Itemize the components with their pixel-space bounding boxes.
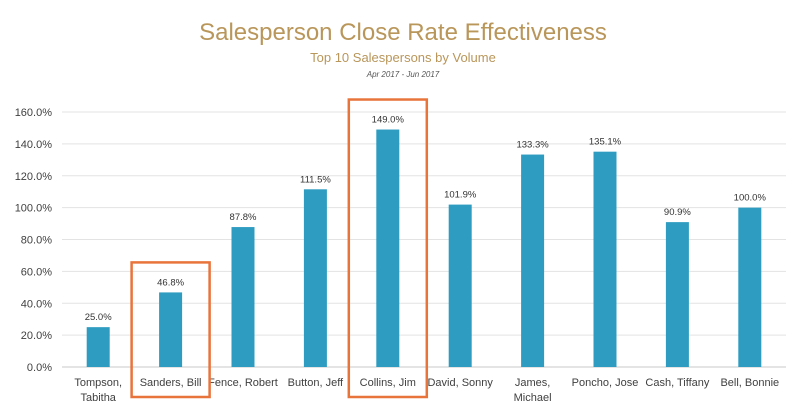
- bar: [376, 129, 400, 367]
- x-tick-label: Cash, Tiffany: [645, 377, 709, 389]
- y-tick-label: 40.0%: [21, 298, 52, 310]
- bar: [159, 292, 183, 367]
- data-label: 149.0%: [372, 115, 405, 126]
- x-tick-label-line: Fence, Robert: [208, 377, 278, 389]
- highlight-box: [347, 98, 429, 399]
- x-tick-label-line: Michael: [514, 392, 552, 404]
- bar: [665, 222, 689, 367]
- chart-subtitle: Top 10 Salespersons by Volume: [310, 50, 496, 65]
- highlight-box: [130, 261, 211, 399]
- x-tick-label: Collins, Jim: [360, 377, 416, 389]
- data-labels: 25.0% 46.8% 87.8% 111.5% 149.0% 101.9% 133.3% 1…: [85, 115, 767, 324]
- data-label: 87.8%: [230, 212, 257, 223]
- y-tick-label: 20.0%: [21, 330, 52, 342]
- x-tick-label-line: Cash, Tiffany: [645, 377, 709, 389]
- bar: [521, 154, 545, 367]
- x-tick-label-line: Bell, Bonnie: [720, 377, 779, 389]
- x-tick-label-line: Tabitha: [80, 392, 116, 404]
- y-tick-label: 60.0%: [21, 266, 52, 278]
- x-tick-label-line: James,: [515, 377, 550, 389]
- chart-title: Salesperson Close Rate Effectiveness: [199, 19, 607, 46]
- x-axis: Tompson, Tabitha Sanders, Bill Fence, Rober…: [74, 377, 779, 404]
- x-tick-label: Fence, Robert: [208, 377, 278, 389]
- x-tick-label-line: Sanders, Bill: [140, 377, 202, 389]
- data-label: 100.0%: [734, 193, 767, 204]
- bar: [448, 204, 472, 367]
- y-tick-label: 80.0%: [21, 235, 52, 247]
- data-label: 135.1%: [589, 137, 622, 148]
- x-tick-label-line: Collins, Jim: [360, 377, 416, 389]
- y-tick-label: 120.0%: [15, 171, 53, 183]
- data-label: 101.9%: [444, 190, 477, 201]
- x-tick-label: Sanders, Bill: [140, 377, 202, 389]
- highlight-boxes: [130, 98, 429, 399]
- bar: [86, 327, 110, 367]
- x-tick-label-line: Tompson,: [74, 377, 122, 389]
- x-tick-label: Tompson, Tabitha: [74, 377, 122, 404]
- data-label: 111.5%: [300, 174, 331, 185]
- bar: [231, 227, 255, 367]
- x-tick-label-line: David, Sonny: [427, 377, 493, 389]
- x-tick-label-line: Button, Jeff: [288, 377, 344, 389]
- y-tick-label: 160.0%: [15, 107, 53, 119]
- chart-date-range: Apr 2017 - Jun 2017: [366, 70, 440, 79]
- bars: [86, 129, 762, 367]
- y-axis: 0.0% 20.0% 40.0% 60.0% 80.0% 100.0% 120.0% 140.…: [15, 107, 53, 374]
- bar: [738, 207, 762, 367]
- x-tick-label: David, Sonny: [427, 377, 493, 389]
- y-tick-label: 0.0%: [27, 362, 52, 374]
- x-tick-label-line: Poncho, Jose: [572, 377, 639, 389]
- x-tick-label: Bell, Bonnie: [720, 377, 779, 389]
- data-label: 90.9%: [664, 207, 691, 218]
- data-label: 25.0%: [85, 312, 112, 323]
- x-tick-label: Poncho, Jose: [572, 377, 639, 389]
- gridlines: [62, 111, 786, 368]
- bar: [303, 189, 327, 367]
- bar: [593, 151, 617, 367]
- y-tick-label: 140.0%: [15, 139, 53, 151]
- data-label: 46.8%: [157, 277, 184, 288]
- data-label: 133.3%: [516, 140, 549, 151]
- y-tick-label: 100.0%: [15, 203, 53, 215]
- x-tick-label: Button, Jeff: [288, 377, 344, 389]
- x-tick-label: James, Michael: [514, 377, 552, 404]
